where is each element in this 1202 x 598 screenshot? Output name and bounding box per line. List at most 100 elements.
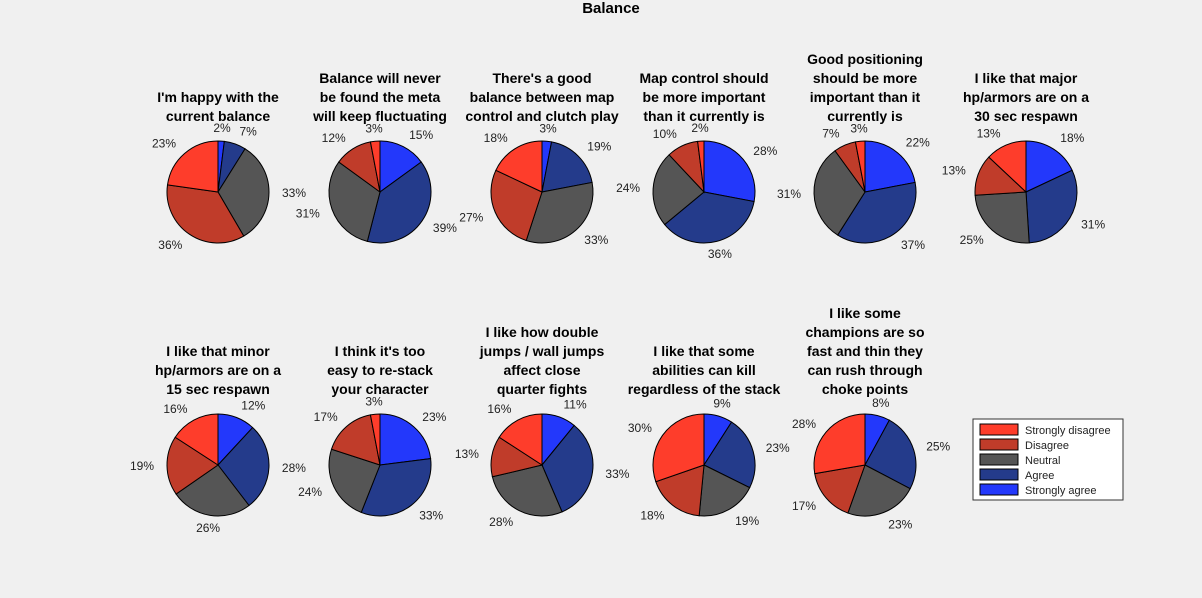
pie-slice [813, 150, 866, 236]
pie-chart: Good positioning should be more important … [777, 51, 930, 252]
pie-title-line: I'm happy with the [157, 89, 279, 105]
pie-slice [366, 161, 432, 244]
pie-chart: Map control should be more important than … [616, 70, 778, 261]
pie-slice-label: 31% [777, 187, 801, 201]
pie-slice-label: 13% [455, 447, 479, 461]
legend-label: Strongly agree [1025, 485, 1097, 497]
pie-slice-label: 33% [584, 233, 608, 247]
pie-slice-label: 25% [926, 439, 950, 453]
pie-slice [166, 436, 219, 495]
pie-slice [814, 464, 866, 514]
pie-title-line: hp/armors are on a [155, 362, 281, 378]
pie-chart: I like that minor hp/armors are on a 15 se… [130, 343, 306, 535]
pie-slice-label: 19% [735, 514, 759, 528]
pie-title-line: affect close [503, 362, 580, 378]
pie-chart: Balance will never be found the meta will … [296, 70, 457, 244]
pie-slice [175, 464, 250, 517]
pie-title-line: be more important [643, 89, 766, 105]
pie-slice-label: 19% [130, 459, 154, 473]
pie-slice [1025, 169, 1078, 244]
pie-slice-label: 7% [822, 126, 840, 140]
pie-slice-label: 3% [365, 394, 383, 408]
pie-chart: I think it's too easy to re-stack your cha… [298, 343, 447, 523]
pie-slice-label: 31% [296, 207, 320, 221]
pie-slice [652, 413, 705, 483]
pie-slice-label: 30% [628, 421, 652, 435]
pie-title-line: quarter fights [497, 381, 587, 397]
legend-swatch [979, 483, 1019, 496]
pie-title-line: hp/armors are on a [963, 89, 1089, 105]
pie-title-line: I like that minor [166, 343, 270, 359]
pie-title-line: balance between map [470, 89, 615, 105]
pie-slice-label: 22% [906, 136, 930, 150]
pie-slice-label: 28% [282, 461, 306, 475]
pie-slice-label: 13% [942, 163, 966, 177]
pie-slice-label: 23% [888, 518, 912, 532]
pie-title-line: 15 sec respawn [166, 381, 270, 397]
pie-slice [854, 140, 866, 193]
pie-title-line: easy to re-stack [327, 362, 433, 378]
pie-slice-label: 11% [564, 398, 587, 412]
pie-title-line: Balance will never [319, 70, 441, 86]
pie-slice [703, 140, 756, 203]
pie-slice [369, 140, 381, 193]
pie-slice-label: 33% [282, 186, 306, 200]
pie-slice [360, 458, 432, 517]
pie-slice [498, 413, 543, 466]
pie-title-line: currently is [827, 108, 903, 124]
pie-slice-label: 12% [241, 398, 265, 412]
pie-slice [1025, 140, 1073, 193]
pie-slice [369, 413, 381, 466]
pie-slice [330, 414, 381, 466]
pie-slice-label: 36% [708, 247, 732, 261]
pie-slice [813, 413, 866, 475]
pie-title-line: Good positioning [807, 51, 923, 67]
pie-title-line: I like that some [653, 343, 754, 359]
pie-slice [495, 140, 543, 193]
pie-slice [663, 191, 755, 244]
pie-slice-label: 27% [459, 210, 483, 224]
pie-title-line: important than it [810, 89, 921, 105]
pie-slice-label: 18% [640, 508, 664, 522]
pie-title-line: choke points [822, 381, 909, 397]
pie-slice-label: 3% [539, 121, 557, 135]
pie-title-line: abilities can kill [652, 362, 756, 378]
pie-title-line: 30 sec respawn [974, 108, 1078, 124]
pie-slice-label: 9% [713, 397, 731, 411]
pie-slice-label: 15% [409, 128, 433, 142]
pie-slice [697, 140, 705, 193]
pie-title-line: Map control should [639, 70, 768, 86]
pie-slice-label: 18% [1060, 131, 1084, 145]
legend-label: Strongly disagree [1025, 425, 1111, 437]
pie-slice-label: 2% [213, 121, 231, 135]
pie-slice-label: 23% [422, 410, 446, 424]
pie-title-line: your character [331, 381, 429, 397]
pie-slice [379, 413, 432, 466]
pie-slice-label: 10% [653, 127, 677, 141]
legend-label: Agree [1025, 470, 1054, 482]
pie-slice-label: 16% [163, 402, 187, 416]
pie-slice-label: 8% [872, 396, 890, 410]
pie-slice [988, 140, 1027, 194]
pie-slice [491, 464, 563, 517]
figure-title: Balance [582, 0, 640, 17]
pie-slice-label: 37% [901, 238, 925, 252]
pie-slice [541, 424, 594, 513]
pie-slice-label: 23% [152, 137, 176, 151]
legend-swatch [979, 453, 1019, 466]
pie-slice [166, 184, 245, 244]
pie-slice [328, 161, 381, 243]
pie-title-line: I like how double [486, 324, 599, 340]
pie-slice [698, 464, 751, 517]
pie-slice-label: 17% [314, 410, 338, 424]
legend-label: Neutral [1025, 455, 1060, 467]
pie-chart: I like how double jumps / wall jumps affec… [455, 324, 630, 529]
pie-title-line: regardless of the stack [628, 381, 781, 397]
pie-slice-label: 12% [322, 131, 346, 145]
pie-slice [541, 141, 593, 193]
pie-title-line: jumps / wall jumps [479, 343, 605, 359]
pie-slice-label: 3% [850, 121, 868, 135]
pie-slice [490, 169, 543, 242]
